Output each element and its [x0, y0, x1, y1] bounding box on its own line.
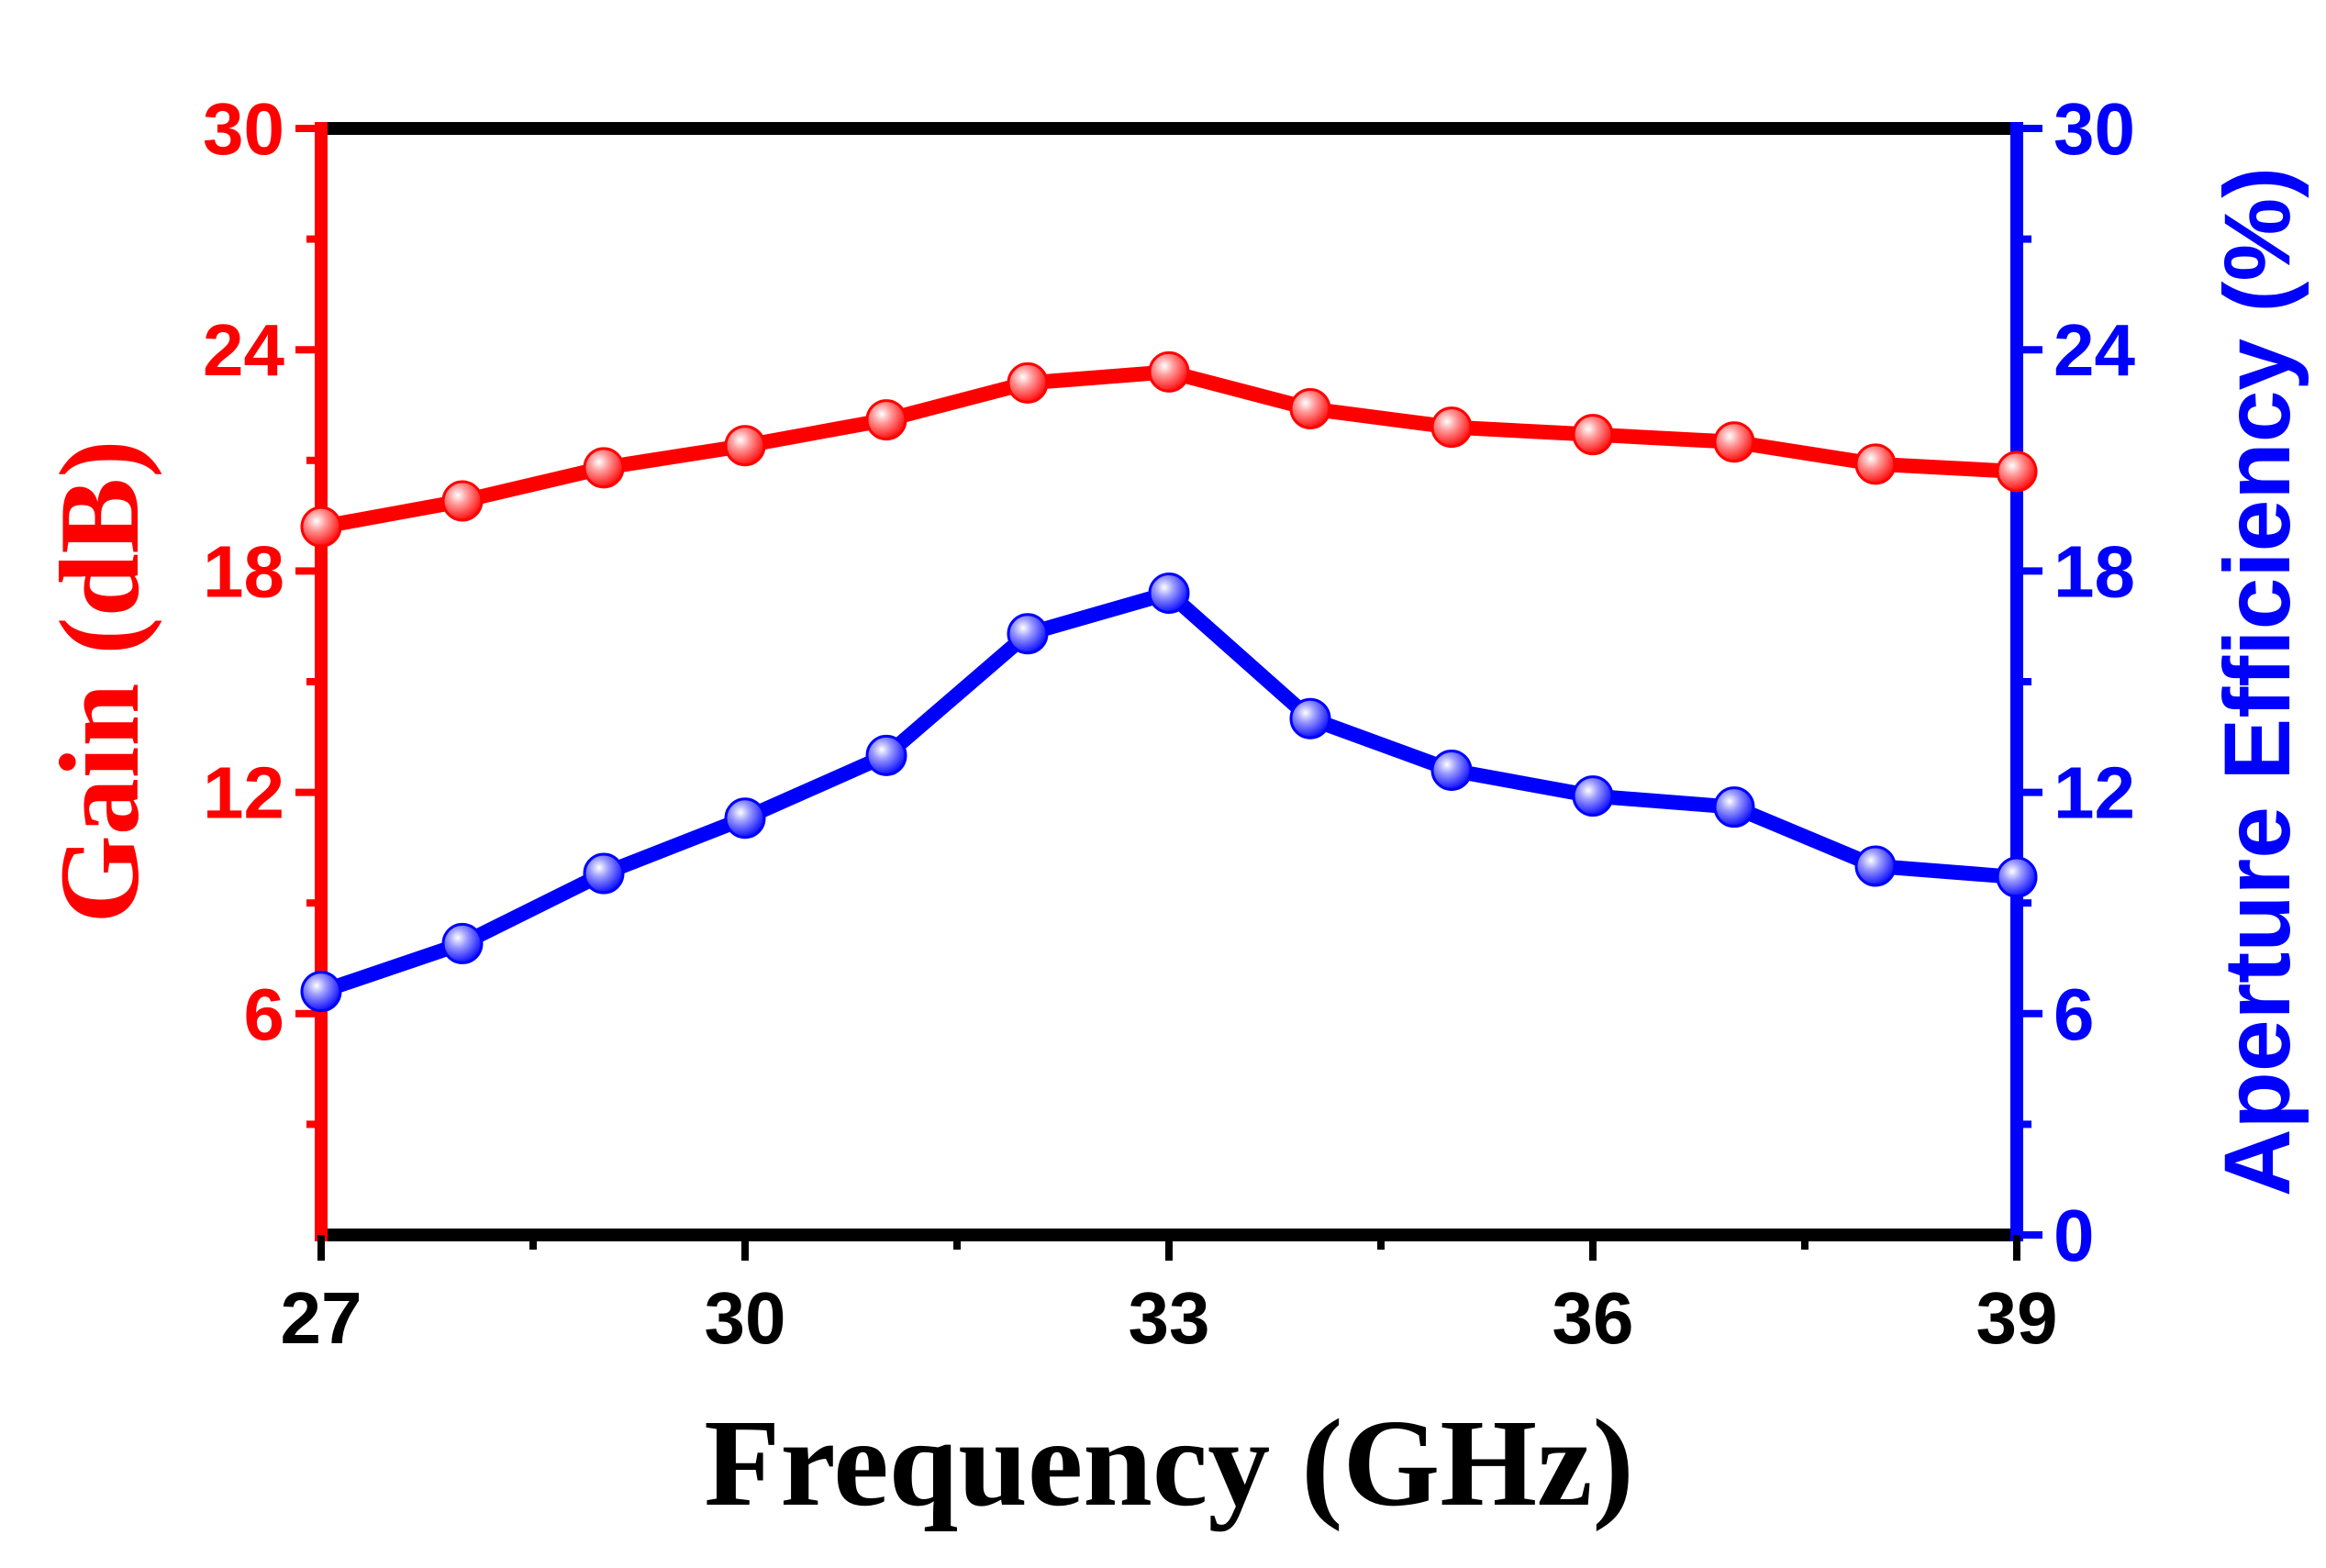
gain-point: [441, 480, 484, 522]
efficiency-point: [441, 922, 484, 964]
efficiency-point: [865, 734, 907, 776]
x-tick-label: 30: [705, 1277, 786, 1359]
right-tick-label: 30: [2053, 88, 2135, 170]
gain-point: [1713, 421, 1755, 463]
right-tick-label: 18: [2053, 530, 2135, 612]
efficiency-point: [724, 797, 766, 840]
efficiency-point: [1148, 573, 1190, 615]
gain-point: [1289, 388, 1331, 430]
right-tick-label: 0: [2053, 1195, 2095, 1276]
left-tick-label: 12: [203, 752, 284, 834]
left-tick-label: 24: [203, 309, 284, 391]
gain-series-line: [314, 364, 2024, 535]
right-tick-label: 24: [2053, 309, 2135, 391]
efficiency-point: [1713, 786, 1755, 828]
left-tick-label: 30: [203, 88, 284, 170]
gain-point: [1854, 443, 1897, 485]
efficiency-series-line: [314, 585, 2024, 999]
efficiency-point: [1854, 845, 1897, 887]
gain-point: [724, 425, 766, 467]
gain-point: [1430, 406, 1473, 449]
efficiency-point: [1430, 749, 1473, 791]
left-axis-label: Gain (dB): [37, 439, 162, 923]
left-tick-label: 6: [244, 973, 285, 1055]
right-axis-ticks: 0 6 12 18 24 30: [2017, 88, 2135, 1276]
x-tick-label: 33: [1129, 1277, 1210, 1359]
gain-point: [1996, 450, 2038, 493]
efficiency-point: [1996, 856, 2038, 898]
efficiency-point: [1572, 775, 1614, 817]
gain-point: [583, 447, 625, 489]
series-layer: [300, 350, 2038, 1013]
right-tick-label: 12: [2053, 752, 2135, 834]
gain-point: [1007, 361, 1049, 404]
right-axis-label: Aperture Efficiency (%): [2205, 167, 2309, 1196]
x-tick-label: 39: [1976, 1277, 2058, 1359]
left-tick-label: 18: [203, 530, 284, 612]
left-axis-ticks: 6 12 18 24 30: [203, 88, 321, 1129]
gain-point: [1572, 414, 1614, 456]
gain-point: [300, 506, 342, 548]
efficiency-point: [1007, 613, 1049, 655]
x-tick-label: 36: [1553, 1277, 1634, 1359]
x-tick-label: 27: [281, 1277, 362, 1359]
gain-point: [1148, 350, 1190, 393]
efficiency-point: [300, 971, 342, 1013]
x-axis-ticks: 27 30 33 36 39: [281, 1235, 2058, 1359]
x-axis-label: Frequency (GHz): [704, 1395, 1634, 1532]
efficiency-point: [583, 852, 625, 895]
gain-point: [865, 399, 907, 441]
efficiency-point: [1289, 697, 1331, 740]
right-tick-label: 6: [2053, 973, 2095, 1055]
